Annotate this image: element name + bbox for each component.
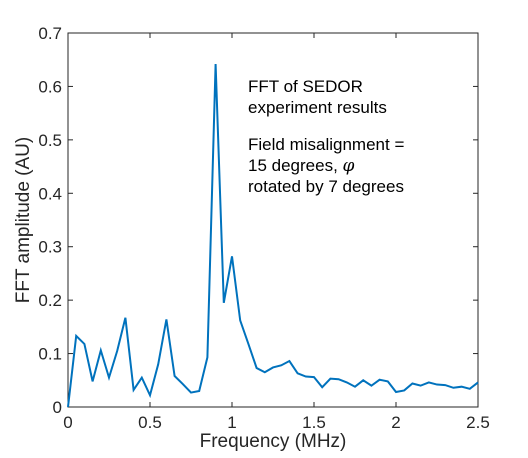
x-tick-label: 1.5 <box>302 413 326 432</box>
y-axis-ticks: 0 0.1 0.2 0.3 0.4 0.5 0.6 0.7 <box>38 24 478 417</box>
x-tick-label: 0.5 <box>138 413 162 432</box>
y-tick-label: 0.2 <box>38 291 62 310</box>
annotation-line-1: FFT of SEDOR <box>248 77 363 96</box>
annotation-line-4-text: 15 degrees, <box>248 156 343 175</box>
y-tick-label: 0 <box>53 398 62 417</box>
y-tick-label: 0.3 <box>38 238 62 257</box>
annotation-line-4: 15 degrees, φ <box>248 156 355 176</box>
annotation-line-2: experiment results <box>248 98 387 117</box>
x-axis-label: Frequency (MHz) <box>200 431 347 452</box>
x-tick-label: 1 <box>227 413 236 432</box>
y-tick-label: 0.4 <box>38 184 62 203</box>
y-axis-label: FFT amplitude (AU) <box>13 137 34 303</box>
x-tick-label: 2 <box>391 413 400 432</box>
series-line-fft-amplitude <box>67 63 479 408</box>
annotation-line-5: rotated by 7 degrees <box>248 177 404 196</box>
annotation-text: FFT of SEDOR experiment results Field mi… <box>248 77 404 196</box>
plot-area-frame <box>67 32 479 408</box>
x-tick-label: 2.5 <box>466 413 490 432</box>
y-tick-label: 0.1 <box>38 345 62 364</box>
y-tick-label: 0.7 <box>38 24 62 43</box>
annotation-line-3: Field misalignment = <box>248 135 404 154</box>
phi-symbol: φ <box>343 156 355 176</box>
y-tick-label: 0.5 <box>38 131 62 150</box>
y-tick-label: 0.6 <box>38 77 62 96</box>
x-axis-ticks: 0 0.5 1 1.5 2 2.5 <box>63 33 490 432</box>
x-tick-label: 0 <box>63 413 72 432</box>
